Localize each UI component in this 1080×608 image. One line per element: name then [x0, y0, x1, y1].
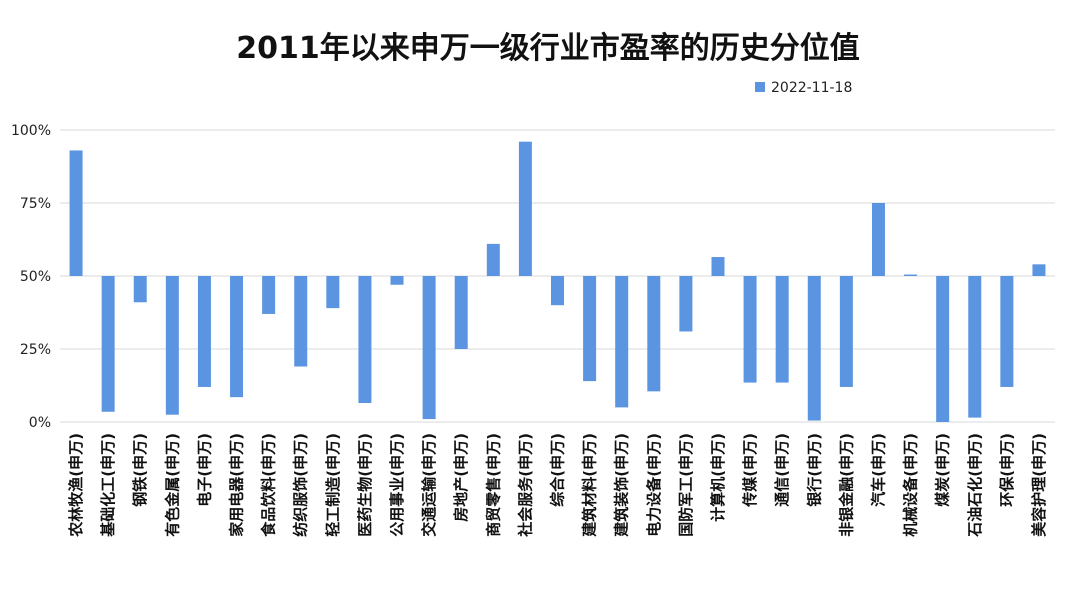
bar [422, 276, 436, 420]
bar [101, 276, 115, 412]
chart-title: 2011年以来申万一级行业市盈率的历史分位值 [236, 31, 860, 66]
bar [583, 276, 597, 382]
bar [839, 276, 853, 387]
y-axis-ticks: 0% 25% 50% 75% 100% [11, 123, 51, 431]
x-tick-label: 煤炭(申万) [934, 433, 952, 507]
y-tick-label: 50% [20, 269, 51, 285]
x-tick-label: 钢铁(申万) [131, 433, 149, 507]
x-axis-ticks: 农林牧渔(申万) 基础化工(申万) 钢铁(申万) 有色金属(申万) 电子(申万) 家用电器… [67, 433, 1048, 538]
x-tick-label: 电力设备(申万) [645, 433, 663, 537]
bars [69, 141, 1046, 422]
bar [262, 276, 276, 314]
legend-swatch [755, 82, 765, 92]
x-tick-label: 机械设备(申万) [902, 433, 920, 537]
bar [936, 276, 950, 422]
legend-label: 2022-11-18 [771, 80, 852, 96]
x-tick-label: 石油石化(申万) [966, 433, 984, 538]
bar [486, 243, 500, 276]
x-tick-label: 食品饮料(申万) [260, 433, 278, 537]
x-tick-label: 基础化工(申万) [99, 433, 117, 538]
bar [679, 276, 693, 332]
x-tick-label: 交通运输(申万) [420, 433, 438, 537]
bar [358, 276, 372, 404]
x-tick-label: 通信(申万) [773, 433, 791, 507]
bar [807, 276, 821, 421]
bar [1000, 276, 1014, 387]
bar [743, 276, 757, 383]
bar [197, 276, 211, 387]
x-tick-label: 家用电器(申万) [228, 433, 246, 537]
y-tick-label: 25% [20, 342, 51, 358]
x-tick-label: 商贸零售(申万) [484, 433, 502, 537]
x-tick-label: 综合(申万) [549, 433, 567, 507]
x-tick-label: 银行(申万) [805, 433, 823, 507]
legend: 2022-11-18 [755, 80, 852, 96]
x-tick-label: 轻工制造(申万) [324, 433, 342, 537]
x-tick-label: 计算机(申万) [709, 433, 727, 522]
x-tick-label: 汽车(申万) [869, 433, 887, 507]
x-tick-label: 公用事业(申万) [388, 433, 406, 537]
bar [390, 276, 404, 285]
bar [69, 150, 83, 276]
bar [711, 257, 725, 276]
bar [1032, 264, 1046, 276]
x-tick-label: 社会服务(申万) [516, 433, 534, 538]
x-tick-label: 美容护理(申万) [1030, 433, 1048, 537]
bar [165, 276, 179, 415]
x-tick-label: 传媒(申万) [741, 433, 759, 508]
bar [454, 276, 468, 349]
y-tick-label: 75% [20, 196, 51, 212]
x-tick-label: 环保(申万) [998, 433, 1016, 507]
bar [294, 276, 308, 367]
bar [326, 276, 340, 309]
bar [871, 203, 885, 276]
x-tick-label: 房地产(申万) [452, 433, 470, 522]
y-tick-label: 100% [11, 123, 51, 139]
x-tick-label: 农林牧渔(申万) [67, 433, 85, 538]
y-tick-label: 0% [29, 415, 51, 431]
x-tick-label: 建筑装饰(申万) [613, 433, 631, 537]
bar [230, 276, 244, 398]
x-tick-label: 纺织服饰(申万) [292, 433, 310, 537]
x-tick-label: 有色金属(申万) [163, 433, 181, 537]
bar [647, 276, 661, 392]
bar [133, 276, 147, 303]
bar [551, 276, 564, 306]
x-tick-label: 医药生物(申万) [356, 433, 374, 537]
x-tick-label: 国防军工(申万) [677, 433, 695, 537]
bar [904, 274, 918, 276]
bar [968, 276, 982, 418]
x-tick-label: 建筑材料(申万) [581, 433, 599, 537]
bar [615, 276, 629, 408]
bar [775, 276, 789, 383]
x-tick-label: 非银金融(申万) [837, 433, 855, 537]
x-tick-label: 电子(申万) [195, 433, 213, 507]
bar [518, 141, 532, 276]
